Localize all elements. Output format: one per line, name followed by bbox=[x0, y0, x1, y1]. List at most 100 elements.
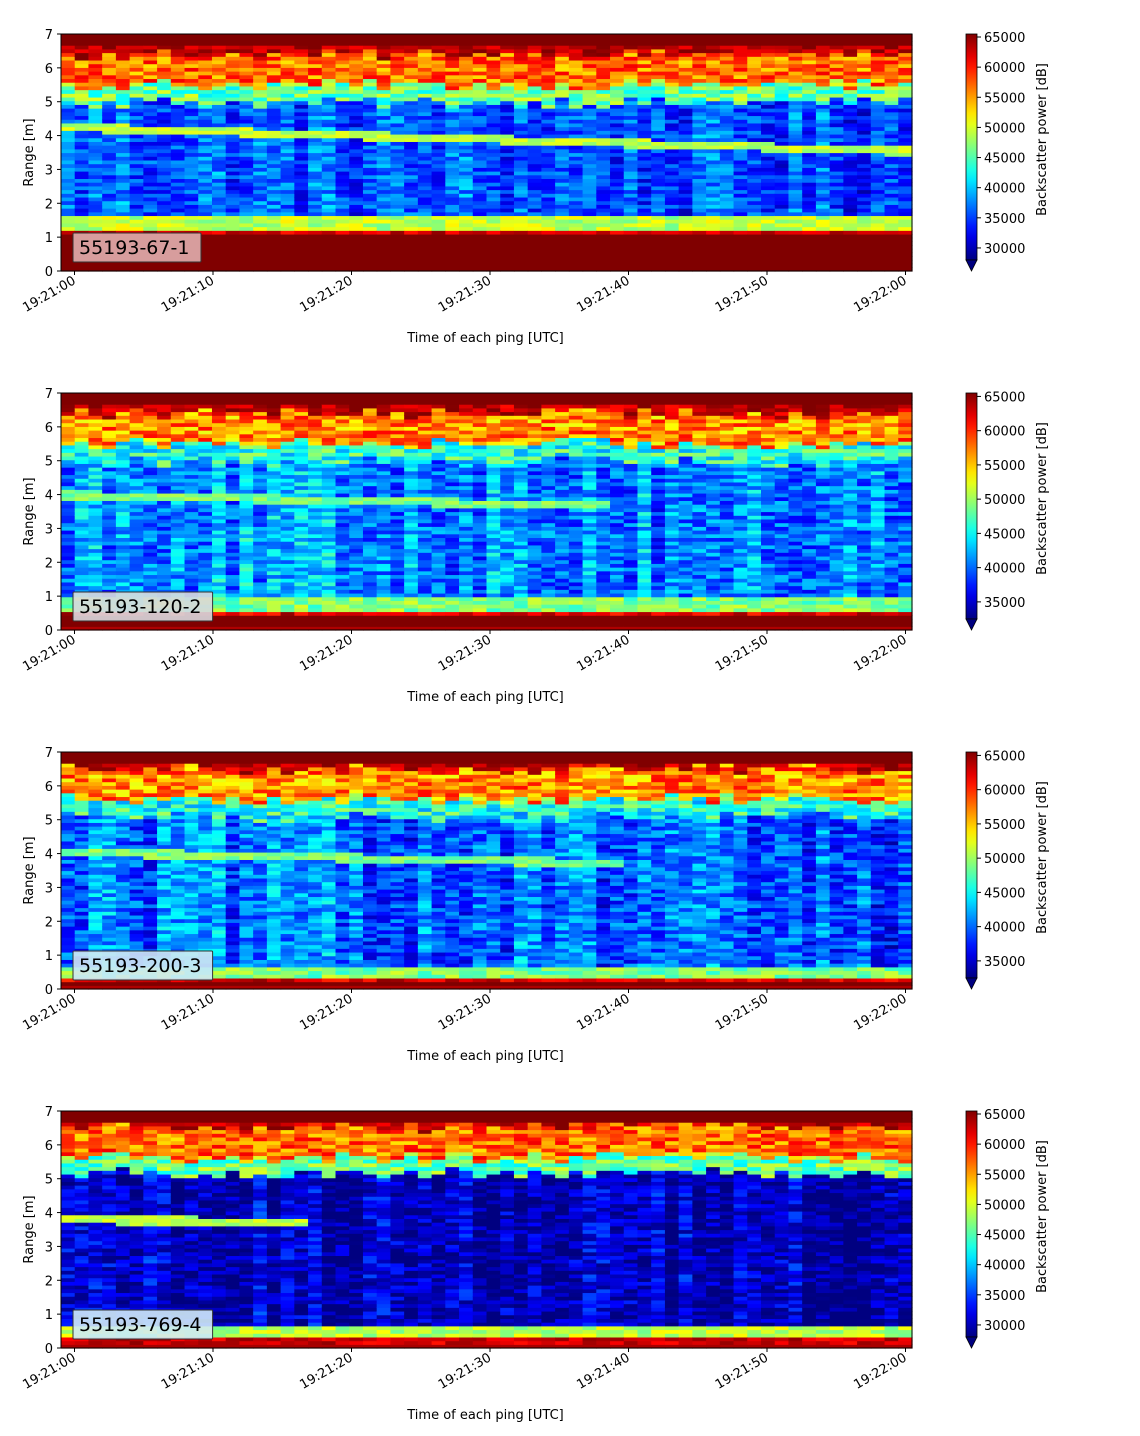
heatmap-cell bbox=[362, 126, 378, 131]
heatmap-cell bbox=[115, 96, 131, 102]
heatmap-cell bbox=[294, 71, 309, 76]
heatmap-cell bbox=[129, 178, 144, 183]
heatmap-cell bbox=[513, 82, 529, 87]
heatmap-cell bbox=[774, 222, 790, 228]
heatmap-cell bbox=[829, 130, 844, 135]
heatmap-cell bbox=[610, 193, 625, 198]
heatmap-cell bbox=[829, 248, 844, 254]
heatmap-cell bbox=[555, 126, 570, 131]
heatmap-cell bbox=[115, 437, 131, 442]
heatmap-cell bbox=[362, 34, 378, 39]
heatmap-cell bbox=[761, 233, 776, 239]
heatmap-cell bbox=[170, 211, 186, 217]
heatmap-cell bbox=[843, 219, 858, 224]
heatmap-cell bbox=[664, 263, 680, 268]
heatmap-cell bbox=[815, 82, 831, 87]
heatmap-cell bbox=[143, 145, 158, 150]
heatmap-cell bbox=[198, 182, 213, 187]
heatmap-cell bbox=[157, 492, 172, 498]
heatmap-cell bbox=[747, 126, 762, 131]
heatmap-cell bbox=[102, 208, 117, 213]
heatmap-cell bbox=[74, 59, 90, 65]
heatmap-cell bbox=[664, 226, 680, 231]
heatmap-cell bbox=[102, 48, 117, 54]
heatmap-cell bbox=[239, 404, 254, 409]
heatmap-cell bbox=[239, 600, 254, 605]
heatmap-cell bbox=[157, 41, 172, 46]
heatmap-cell bbox=[747, 189, 762, 194]
heatmap-cell bbox=[747, 174, 762, 180]
heatmap-cell bbox=[198, 463, 213, 468]
heatmap-cell bbox=[266, 596, 282, 601]
heatmap-cell bbox=[513, 145, 529, 150]
heatmap-cell bbox=[88, 56, 103, 61]
heatmap-cell bbox=[431, 71, 446, 76]
heatmap-cell bbox=[239, 37, 254, 42]
heatmap-cell bbox=[61, 256, 76, 261]
heatmap-cell bbox=[88, 267, 103, 272]
heatmap-cell bbox=[802, 185, 817, 191]
heatmap-cell bbox=[541, 133, 556, 139]
heatmap-cell bbox=[692, 115, 707, 120]
heatmap-cell bbox=[88, 215, 103, 220]
heatmap-cell bbox=[788, 130, 803, 135]
heatmap-cell bbox=[61, 34, 76, 39]
heatmap-cell bbox=[692, 185, 707, 191]
heatmap-cell bbox=[102, 626, 117, 631]
heatmap-cell bbox=[129, 208, 144, 213]
heatmap-cell bbox=[527, 196, 543, 202]
heatmap-cell bbox=[308, 34, 323, 39]
heatmap-cell bbox=[884, 233, 899, 239]
heatmap-cell bbox=[143, 85, 158, 91]
heatmap-cell bbox=[376, 152, 392, 157]
heatmap-cell bbox=[870, 185, 886, 191]
heatmap-cell bbox=[170, 204, 186, 209]
heatmap-cell bbox=[225, 578, 241, 583]
heatmap-cell bbox=[884, 230, 899, 235]
heatmap-cell bbox=[198, 559, 213, 564]
heatmap-cell bbox=[170, 93, 186, 98]
heatmap-cell bbox=[761, 159, 776, 165]
heatmap-cell bbox=[815, 241, 831, 246]
heatmap-cell bbox=[582, 67, 597, 72]
heatmap-cell bbox=[788, 196, 803, 202]
heatmap-cell bbox=[733, 119, 748, 124]
heatmap-cell bbox=[802, 52, 817, 57]
heatmap-cell bbox=[582, 34, 597, 39]
heatmap-cell bbox=[170, 63, 186, 68]
x-tick-label: 19:21:20 bbox=[297, 273, 355, 315]
heatmap-cell bbox=[788, 241, 803, 246]
heatmap-cell bbox=[61, 156, 76, 161]
heatmap-cell bbox=[115, 263, 131, 268]
heatmap-cell bbox=[664, 59, 680, 65]
heatmap-cell bbox=[815, 189, 831, 194]
heatmap-cell bbox=[253, 563, 268, 568]
heatmap-cell bbox=[692, 241, 707, 246]
heatmap-cell bbox=[788, 167, 803, 172]
heatmap-cell bbox=[335, 133, 350, 139]
heatmap-cell bbox=[404, 226, 419, 231]
heatmap-cell bbox=[335, 52, 350, 57]
heatmap-cell bbox=[376, 252, 392, 257]
heatmap-cell bbox=[143, 444, 158, 450]
heatmap-cell bbox=[349, 204, 364, 209]
heatmap-cell bbox=[733, 163, 748, 168]
heatmap-cell bbox=[541, 141, 556, 146]
heatmap-cell bbox=[335, 259, 350, 265]
heatmap-cell bbox=[170, 533, 186, 539]
heatmap-cell bbox=[568, 67, 584, 72]
heatmap-cell bbox=[115, 163, 131, 168]
heatmap-cell bbox=[596, 78, 611, 83]
heatmap-cell bbox=[74, 74, 90, 80]
heatmap-cell bbox=[610, 222, 625, 228]
heatmap-cell bbox=[129, 230, 144, 235]
heatmap-cell bbox=[266, 171, 282, 176]
heatmap-cell bbox=[88, 507, 103, 513]
heatmap-cell bbox=[417, 196, 433, 202]
heatmap-cell bbox=[61, 526, 76, 531]
heatmap-cell bbox=[417, 48, 433, 54]
heatmap-cell bbox=[88, 563, 103, 568]
heatmap-cell bbox=[774, 233, 790, 239]
heatmap-cell bbox=[198, 404, 213, 409]
heatmap-cell bbox=[198, 552, 213, 557]
